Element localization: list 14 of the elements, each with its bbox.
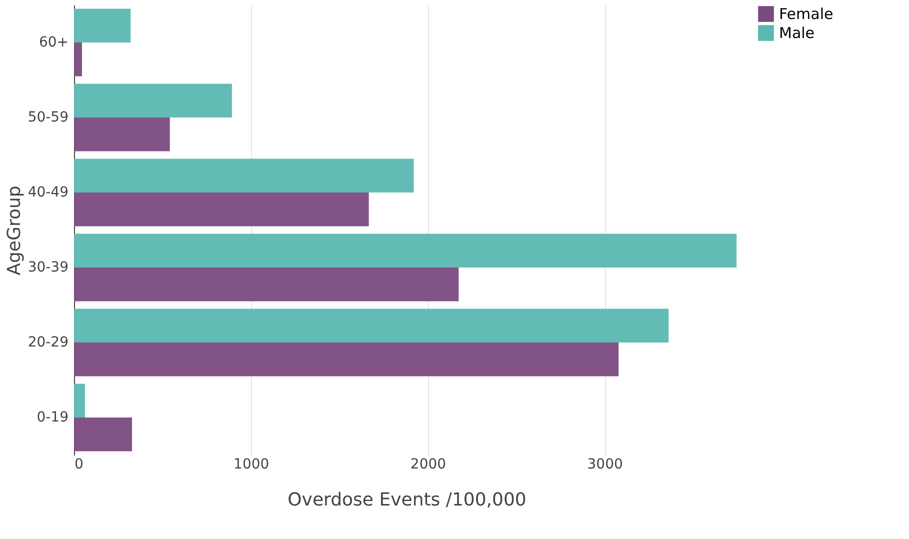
y-axis-title: AgeGroup [4,186,25,276]
legend-label: Male [779,24,815,42]
x-tick-label: 2000 [410,456,446,472]
x-tick-label: 1000 [234,456,270,472]
legend-label: Female [779,5,834,23]
y-tick-label: 60+ [38,34,68,50]
y-tick-label: 20-29 [28,334,68,350]
y-tick-label: 40-49 [28,184,68,200]
x-axis-title: Overdose Events /100,000 [288,490,526,510]
y-tick-label: 50-59 [28,110,68,126]
y-tick-label: 30-39 [28,260,68,276]
x-tick-label: 3000 [587,456,623,472]
x-tick-label: 0 [74,456,84,472]
y-tick-label: 0-19 [36,410,68,426]
